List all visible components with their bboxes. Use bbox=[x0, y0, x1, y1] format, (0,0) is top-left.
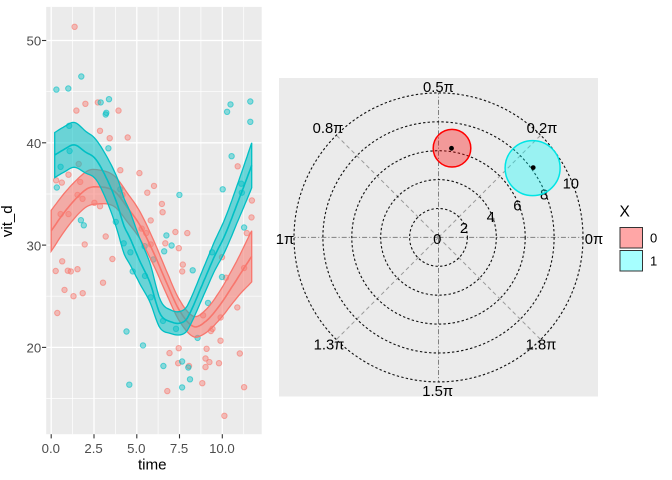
svg-text:1.5π: 1.5π bbox=[422, 384, 453, 400]
svg-text:1.3π: 1.3π bbox=[314, 337, 345, 353]
svg-text:0π: 0π bbox=[585, 232, 603, 248]
svg-text:vit_d: vit_d bbox=[0, 205, 16, 237]
svg-text:0: 0 bbox=[433, 232, 441, 248]
svg-text:X: X bbox=[620, 204, 631, 221]
svg-text:40: 40 bbox=[27, 136, 42, 151]
svg-text:time: time bbox=[138, 457, 167, 474]
svg-text:1: 1 bbox=[650, 253, 657, 268]
svg-text:0.8π: 0.8π bbox=[313, 121, 344, 137]
svg-text:5.0: 5.0 bbox=[127, 441, 145, 456]
svg-text:10.0: 10.0 bbox=[209, 441, 235, 456]
svg-text:8: 8 bbox=[540, 188, 548, 204]
svg-text:30: 30 bbox=[27, 238, 42, 253]
svg-text:2.5: 2.5 bbox=[84, 441, 102, 456]
svg-text:6: 6 bbox=[513, 199, 521, 215]
svg-text:0.5π: 0.5π bbox=[423, 80, 454, 96]
svg-text:20: 20 bbox=[27, 341, 42, 356]
svg-text:4: 4 bbox=[487, 210, 495, 226]
svg-text:0: 0 bbox=[650, 230, 657, 245]
svg-text:1π: 1π bbox=[276, 232, 294, 248]
svg-text:2: 2 bbox=[460, 221, 468, 237]
svg-text:10: 10 bbox=[563, 177, 579, 193]
svg-text:0.0: 0.0 bbox=[42, 441, 60, 456]
svg-text:50: 50 bbox=[27, 34, 42, 49]
svg-text:1.8π: 1.8π bbox=[526, 337, 557, 353]
svg-text:7.5: 7.5 bbox=[170, 441, 188, 456]
svg-text:0.2π: 0.2π bbox=[527, 121, 558, 137]
